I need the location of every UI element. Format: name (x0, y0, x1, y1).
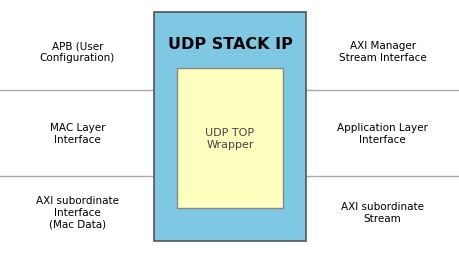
Text: AXI subordinate
Stream: AXI subordinate Stream (341, 201, 423, 223)
Text: MAC Layer
Interface: MAC Layer Interface (50, 123, 105, 144)
Text: AXI subordinate
Interface
(Mac Data): AXI subordinate Interface (Mac Data) (36, 196, 118, 229)
Text: UDP STACK IP: UDP STACK IP (167, 37, 292, 52)
Bar (154, 13, 305, 241)
Text: AXI Manager
Stream Interface: AXI Manager Stream Interface (338, 41, 425, 63)
Text: UDP TOP
Wrapper: UDP TOP Wrapper (205, 128, 254, 149)
Bar (177, 69, 282, 208)
Text: Application Layer
Interface: Application Layer Interface (336, 123, 427, 144)
Text: APB (User
Configuration): APB (User Configuration) (39, 41, 115, 63)
